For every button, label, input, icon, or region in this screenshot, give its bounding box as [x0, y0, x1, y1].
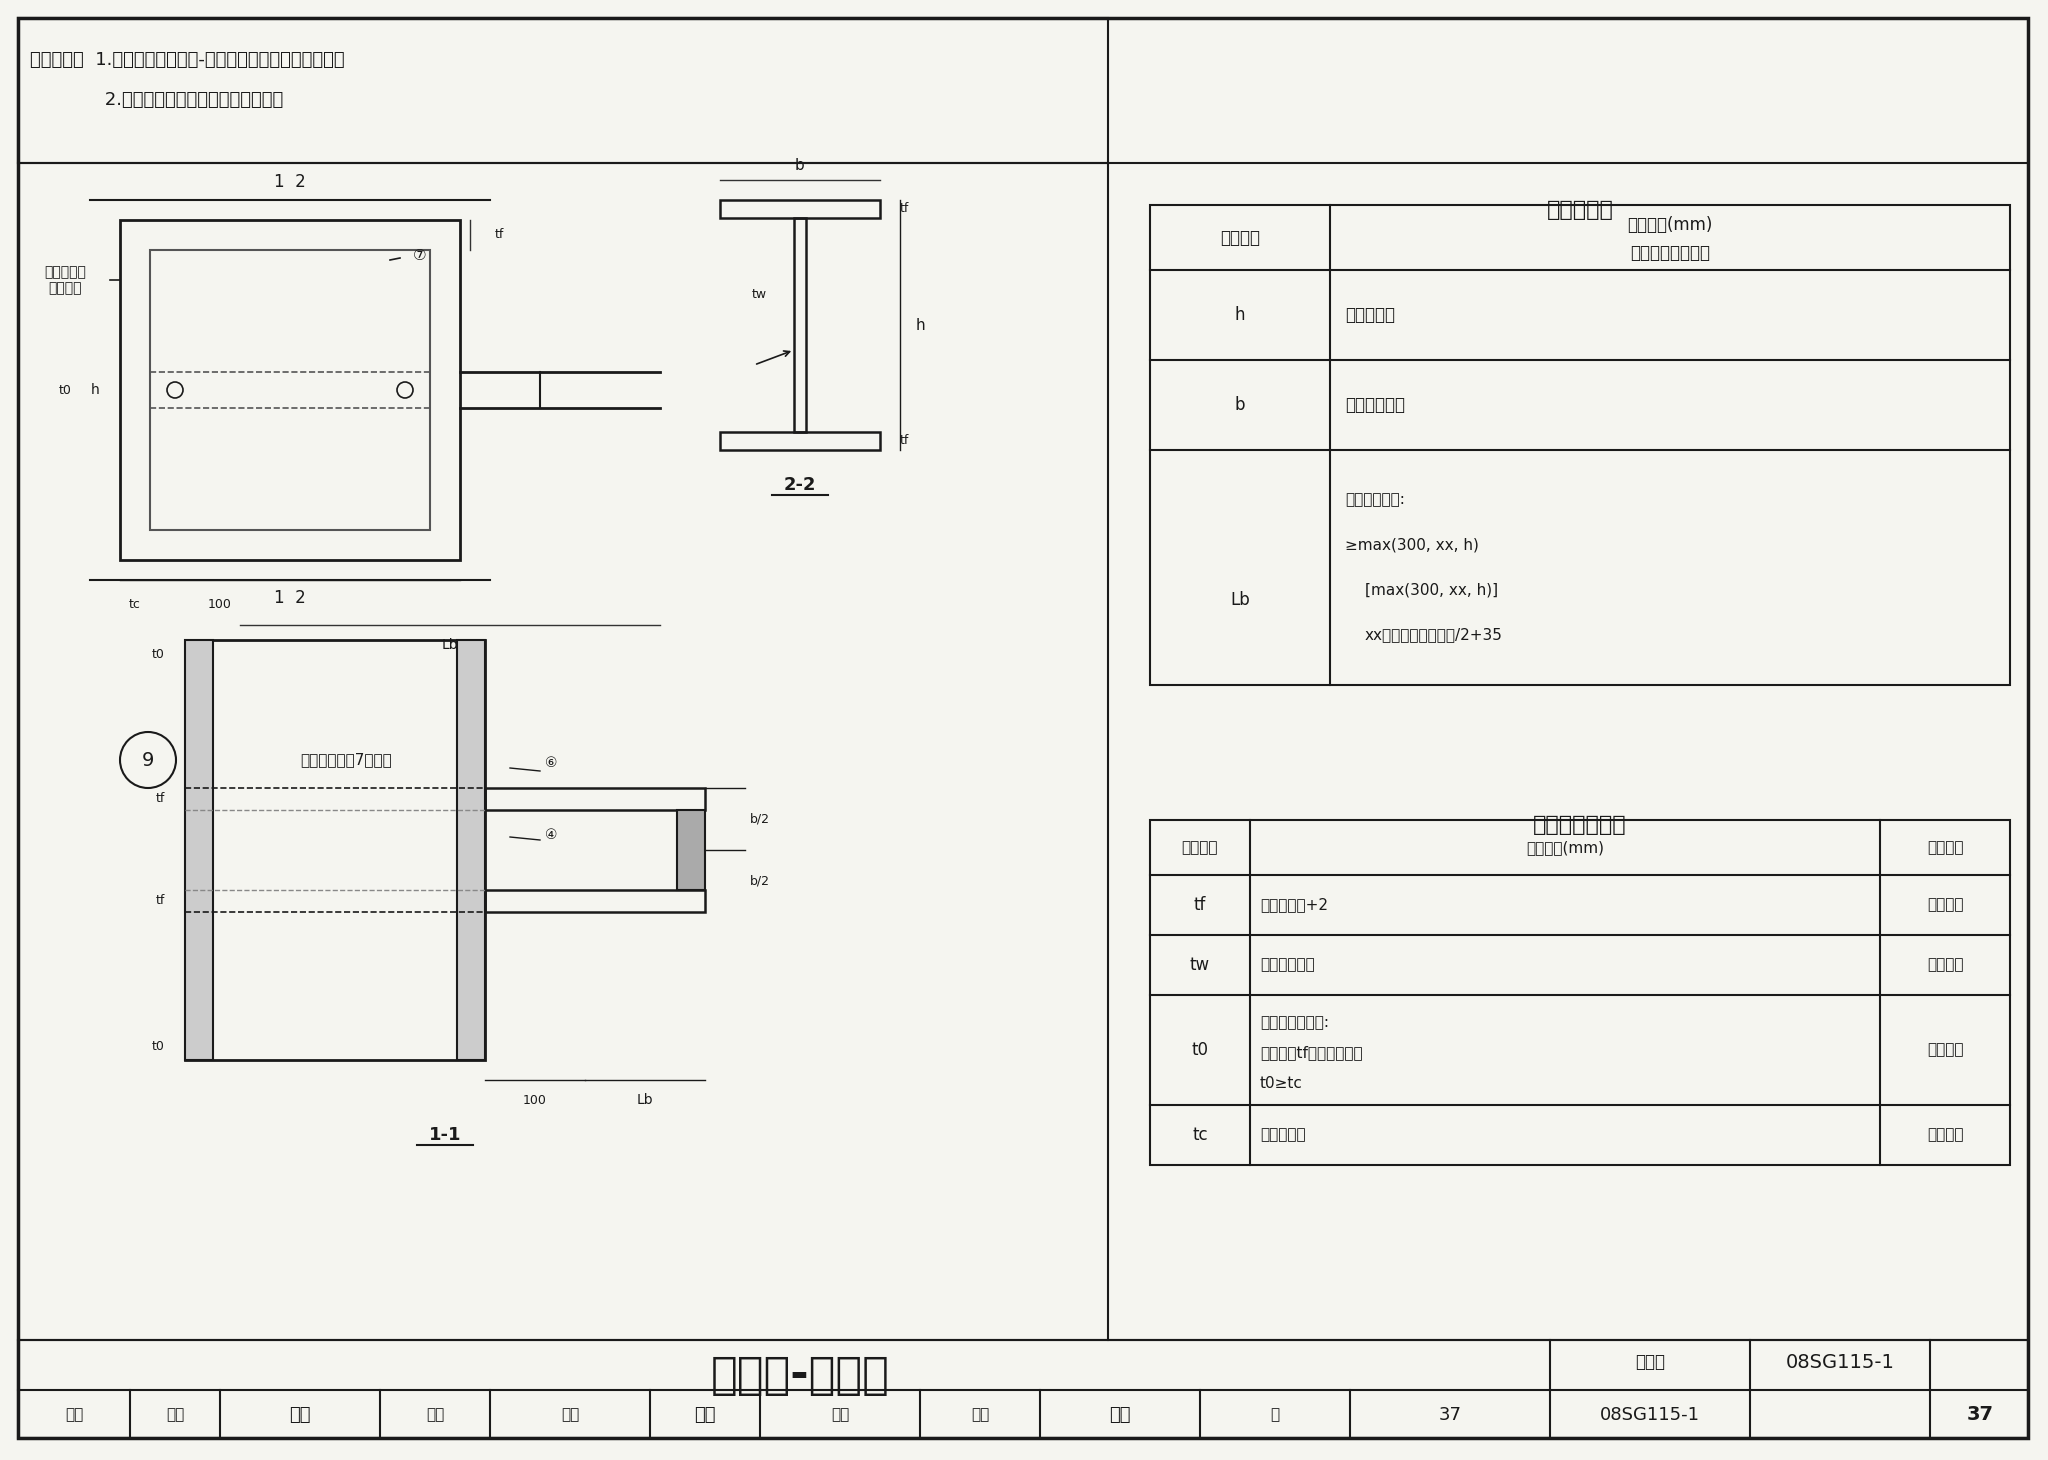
Text: t0: t0: [1192, 1041, 1208, 1058]
Text: 校对: 校对: [426, 1407, 444, 1422]
Bar: [721, 200, 881, 218]
Text: 37: 37: [1966, 1406, 1993, 1425]
Text: ⑥: ⑥: [545, 756, 557, 769]
Text: 材质要求: 材质要求: [1927, 839, 1964, 856]
Text: 1  2: 1 2: [274, 172, 305, 191]
Text: 限制值［参考值］: 限制值［参考值］: [1630, 244, 1710, 261]
Text: [max(300, xx, h)]: [max(300, xx, h)]: [1366, 583, 1499, 597]
Text: 设计: 设计: [831, 1407, 850, 1422]
Text: t0≥tc: t0≥tc: [1260, 1076, 1303, 1091]
Text: tw: tw: [1190, 956, 1210, 974]
Text: 申林: 申林: [166, 1407, 184, 1422]
Bar: [184, 639, 213, 1060]
Text: 1-1: 1-1: [428, 1126, 461, 1145]
Text: 37: 37: [1438, 1406, 1462, 1424]
Text: 柱贯通隔板厚度:: 柱贯通隔板厚度:: [1260, 1016, 1329, 1031]
Text: 2-2: 2-2: [784, 476, 817, 493]
Text: 板厚取值(mm): 板厚取值(mm): [1526, 839, 1604, 856]
Text: 刘岩: 刘岩: [561, 1407, 580, 1422]
Text: 08SG115-1: 08SG115-1: [1599, 1406, 1700, 1424]
Text: 梁段翼缘宽度: 梁段翼缘宽度: [1346, 396, 1405, 415]
Text: h: h: [915, 317, 926, 333]
Text: 同梁腹板厚度: 同梁腹板厚度: [1260, 958, 1315, 972]
Text: 与梁相同: 与梁相同: [1927, 1042, 1964, 1057]
Text: 9: 9: [141, 750, 154, 769]
Text: 参数名称: 参数名称: [1221, 229, 1260, 247]
Text: 王浩: 王浩: [971, 1407, 989, 1422]
Text: b/2: b/2: [750, 875, 770, 888]
Text: t0: t0: [152, 647, 166, 660]
Text: 2.抗震设防地区及非抗震设防地区。: 2.抗震设防地区及非抗震设防地区。: [31, 91, 283, 110]
Text: 顶层钢柱延
伸到此处: 顶层钢柱延 伸到此处: [45, 264, 86, 295]
Text: tf: tf: [899, 435, 909, 448]
Text: 未标注焊缝为7号焊缝: 未标注焊缝为7号焊缝: [299, 752, 391, 768]
Text: tc: tc: [129, 599, 141, 612]
Text: 柱截面壁厚: 柱截面壁厚: [1260, 1127, 1307, 1143]
Text: ④: ④: [545, 828, 557, 842]
Text: 08SG115-1: 08SG115-1: [1786, 1352, 1894, 1371]
Bar: [121, 220, 461, 561]
Text: tw: tw: [752, 289, 766, 302]
Text: tf: tf: [156, 895, 166, 908]
Text: 板厚符号: 板厚符号: [1182, 839, 1219, 856]
Text: 审核: 审核: [66, 1407, 84, 1422]
Text: 100: 100: [209, 599, 231, 612]
Bar: [457, 639, 485, 1060]
Text: 取各方向tf的最大值，且: 取各方向tf的最大值，且: [1260, 1045, 1362, 1060]
Bar: [721, 432, 881, 450]
Text: 页: 页: [1270, 1407, 1280, 1422]
Text: 中林: 中林: [289, 1406, 311, 1424]
Text: 参数取值(mm): 参数取值(mm): [1628, 216, 1712, 234]
Text: t0: t0: [152, 1040, 166, 1053]
Bar: [18, 18, 1108, 164]
Text: 梁段连接长度:: 梁段连接长度:: [1346, 492, 1405, 508]
Text: Lb: Lb: [442, 638, 459, 653]
Text: Lb: Lb: [637, 1094, 653, 1107]
Text: 适用范围：  1.多高层钢结构、钢-混凝土混合结构中的钢框架；: 适用范围： 1.多高层钢结构、钢-混凝土混合结构中的钢框架；: [31, 51, 344, 69]
Text: ⑦: ⑦: [414, 248, 426, 263]
Text: 王浩: 王浩: [1110, 1406, 1130, 1424]
Bar: [795, 218, 807, 432]
Text: ≥max(300, xx, h): ≥max(300, xx, h): [1346, 537, 1479, 552]
Text: xx一腹板拼接板长度/2+35: xx一腹板拼接板长度/2+35: [1366, 628, 1503, 642]
Text: tf: tf: [156, 793, 166, 806]
Text: 100: 100: [522, 1094, 547, 1107]
Text: 1  2: 1 2: [274, 588, 305, 607]
Text: 图集号: 图集号: [1634, 1353, 1665, 1371]
Text: b/2: b/2: [750, 813, 770, 825]
Text: b: b: [1235, 396, 1245, 415]
Bar: [678, 810, 705, 891]
Text: 与梁相同: 与梁相同: [1927, 898, 1964, 912]
Text: tf: tf: [899, 203, 909, 216]
Text: 梁翼缘厚度+2: 梁翼缘厚度+2: [1260, 898, 1327, 912]
Bar: [1151, 821, 2009, 1165]
Text: 与柱相同: 与柱相同: [1927, 1127, 1964, 1143]
Bar: [1151, 204, 2009, 685]
Bar: [18, 1340, 2028, 1438]
Text: 节点参数表: 节点参数表: [1546, 200, 1614, 220]
Bar: [184, 639, 485, 1060]
Bar: [150, 250, 430, 530]
Text: h: h: [1235, 307, 1245, 324]
Text: tf: tf: [496, 229, 504, 241]
Text: b: b: [795, 158, 805, 172]
Text: h: h: [90, 383, 100, 397]
Text: 箱形柱-梁节点: 箱形柱-梁节点: [711, 1353, 889, 1397]
Text: tf: tf: [1194, 896, 1206, 914]
Text: t0: t0: [59, 384, 72, 397]
Bar: [485, 788, 705, 810]
Bar: [485, 891, 705, 912]
Text: 梁截面高度: 梁截面高度: [1346, 307, 1395, 324]
Text: tc: tc: [1192, 1126, 1208, 1145]
Text: Lb: Lb: [1231, 591, 1249, 609]
Text: 与梁相同: 与梁相同: [1927, 958, 1964, 972]
Text: 节点钢板厚度表: 节点钢板厚度表: [1534, 815, 1626, 835]
Text: 刘岩: 刘岩: [694, 1406, 715, 1424]
